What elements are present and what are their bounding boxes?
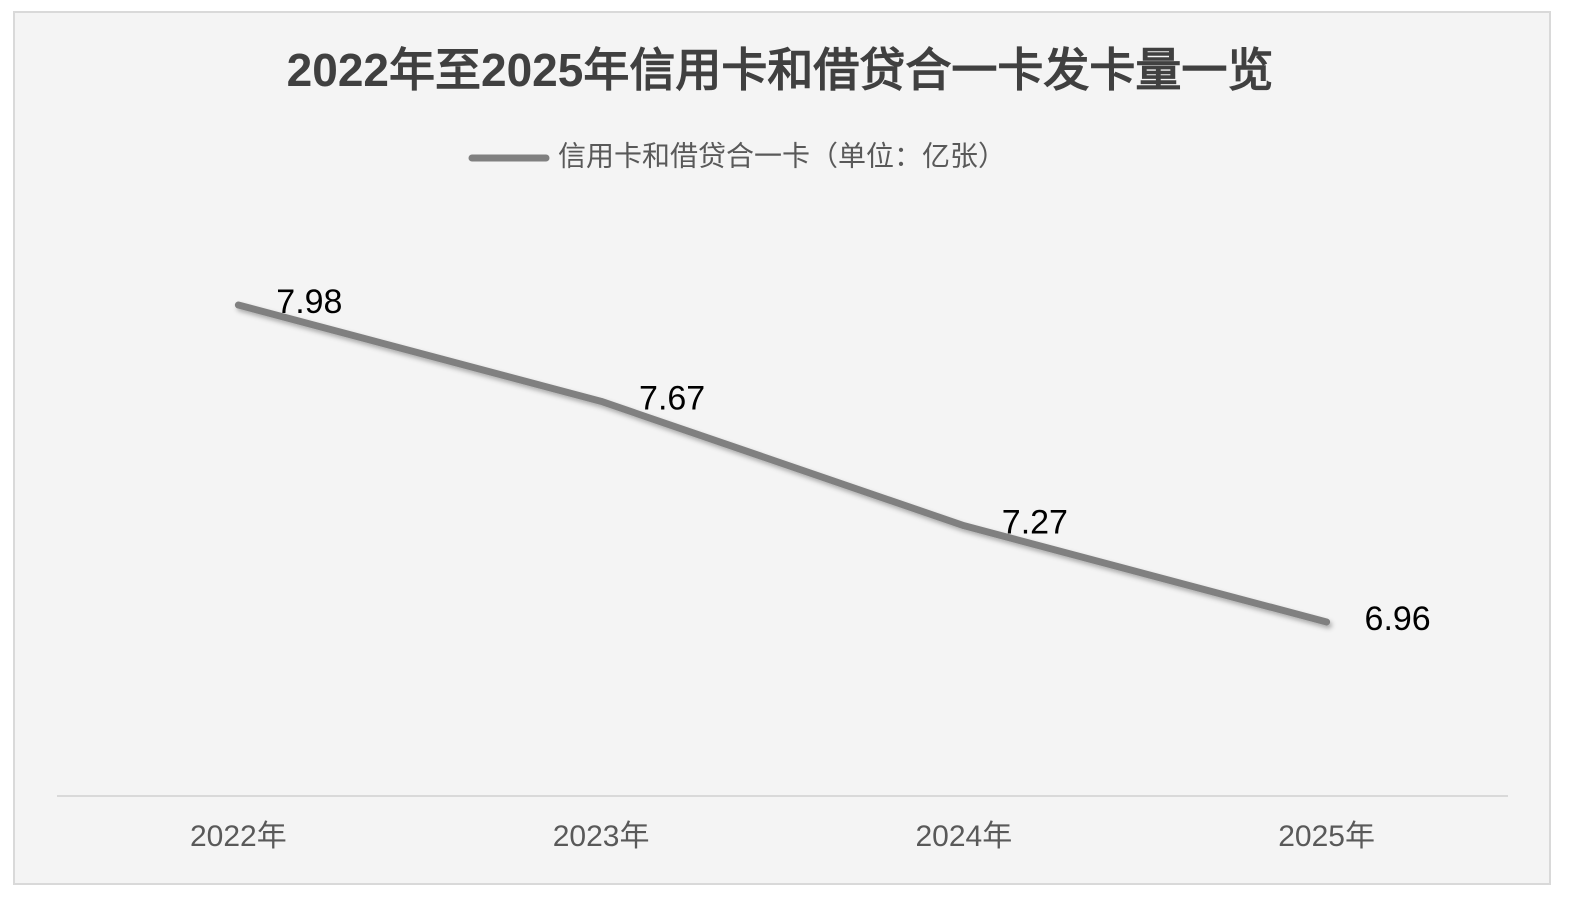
data-label: 7.27 — [1002, 504, 1068, 542]
data-label: 7.67 — [639, 379, 705, 417]
data-label: 6.96 — [1365, 600, 1431, 638]
data-line — [234, 301, 1331, 626]
x-tick-label: 2025年 — [1278, 820, 1375, 853]
data-label: 7.98 — [276, 283, 342, 321]
legend-label: 信用卡和借贷合一卡（单位：亿张） — [558, 140, 1006, 171]
x-tick-label: 2022年 — [190, 820, 287, 853]
x-tick-label: 2023年 — [553, 820, 650, 853]
chart-frame — [13, 11, 1551, 885]
x-tick-label: 2024年 — [916, 820, 1013, 853]
chart-title: 2022年至2025年信用卡和借贷合一卡发卡量一览 — [287, 44, 1274, 96]
